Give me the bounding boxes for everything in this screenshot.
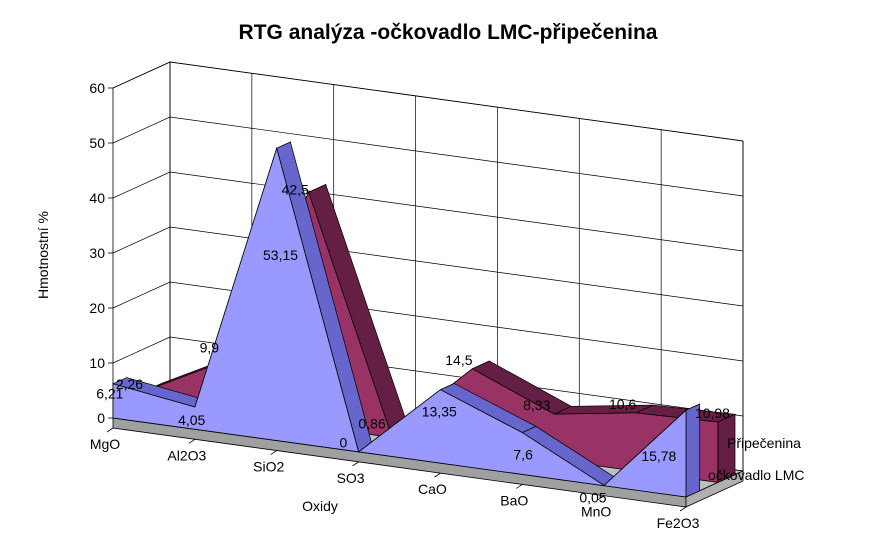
ockovadlo-data-label: 0 bbox=[340, 435, 348, 451]
x-tick-label: MgO bbox=[90, 436, 120, 452]
y-tick-label: 0 bbox=[97, 410, 105, 426]
x-tick-mark bbox=[516, 484, 523, 489]
x-axis-label: Oxidy bbox=[302, 498, 338, 514]
series-name-label: Připečenina bbox=[727, 435, 801, 451]
pripecenina-data-label: 0,86 bbox=[358, 416, 385, 432]
y-tick-label: 60 bbox=[89, 80, 105, 96]
series-ockovadlo bbox=[111, 141, 701, 498]
y-tick-label: 50 bbox=[89, 135, 105, 151]
x-tick-mark bbox=[106, 427, 114, 433]
x-tick-mark bbox=[679, 506, 687, 512]
x-tick-mark bbox=[352, 461, 359, 467]
pripecenina-data-label: 8,33 bbox=[523, 397, 550, 413]
ockovadlo-data-label: 4,05 bbox=[178, 412, 205, 428]
x-tick-label: Fe2O3 bbox=[657, 515, 700, 531]
y-tick-label: 10 bbox=[89, 355, 105, 371]
y-axis-label: Hmotnostní % bbox=[35, 211, 51, 299]
pripecenina-data-label: 10,6 bbox=[609, 396, 636, 412]
y-tick-label: 40 bbox=[89, 190, 105, 206]
depth-axis-labels: Připečenina očkovadlo LMC bbox=[708, 435, 805, 483]
y-tick-label: 20 bbox=[89, 300, 105, 316]
ockovadlo-data-label: 13,35 bbox=[422, 404, 457, 420]
ockovadlo-data-label: 6,21 bbox=[96, 386, 123, 402]
x-tick-mark bbox=[597, 495, 605, 501]
data-labels: 6,21 4,05 53,15 0 13,35 7,6 0,05 15,78 2,26 9,9 42… bbox=[96, 181, 730, 505]
x-tick-mark bbox=[434, 472, 441, 478]
x-tick-label: BaO bbox=[500, 492, 528, 508]
ockovadlo-data-label: 0,05 bbox=[579, 489, 606, 505]
chart-title: RTG analýza -očkovadlo LMC-připečenina bbox=[239, 21, 658, 44]
x-tick-mark bbox=[188, 438, 196, 444]
x-tick-label: CaO bbox=[418, 481, 447, 497]
y-axis-ticks: 0 10 20 30 40 50 60 bbox=[89, 80, 113, 426]
pripecenina-data-label: 2,26 bbox=[116, 376, 143, 392]
y-tick-label: 30 bbox=[89, 245, 105, 261]
x-tick-mark bbox=[270, 450, 277, 455]
x-axis-ticks: MgO Al2O3 SiO2 SO3 CaO BaO MnO Fe2O3 bbox=[90, 427, 700, 531]
ockovadlo-data-label: 53,15 bbox=[263, 247, 298, 263]
x-tick-label: MnO bbox=[581, 504, 611, 520]
ockovadlo-data-label: 7,6 bbox=[513, 447, 533, 463]
x-tick-label: SiO2 bbox=[253, 459, 284, 475]
series-name-label: očkovadlo LMC bbox=[708, 467, 805, 483]
pripecenina-data-label: 14,5 bbox=[445, 352, 472, 368]
ockovadlo-area bbox=[112, 146, 687, 498]
pripecenina-data-label: 9,9 bbox=[200, 339, 220, 355]
x-tick-label: Al2O3 bbox=[167, 447, 206, 463]
pripecenina-data-label: 42,5 bbox=[282, 181, 309, 197]
ockovadlo-data-label: 15,78 bbox=[641, 448, 676, 464]
x-tick-label: SO3 bbox=[337, 470, 365, 486]
pripecenina-data-label: 10,98 bbox=[695, 405, 730, 421]
